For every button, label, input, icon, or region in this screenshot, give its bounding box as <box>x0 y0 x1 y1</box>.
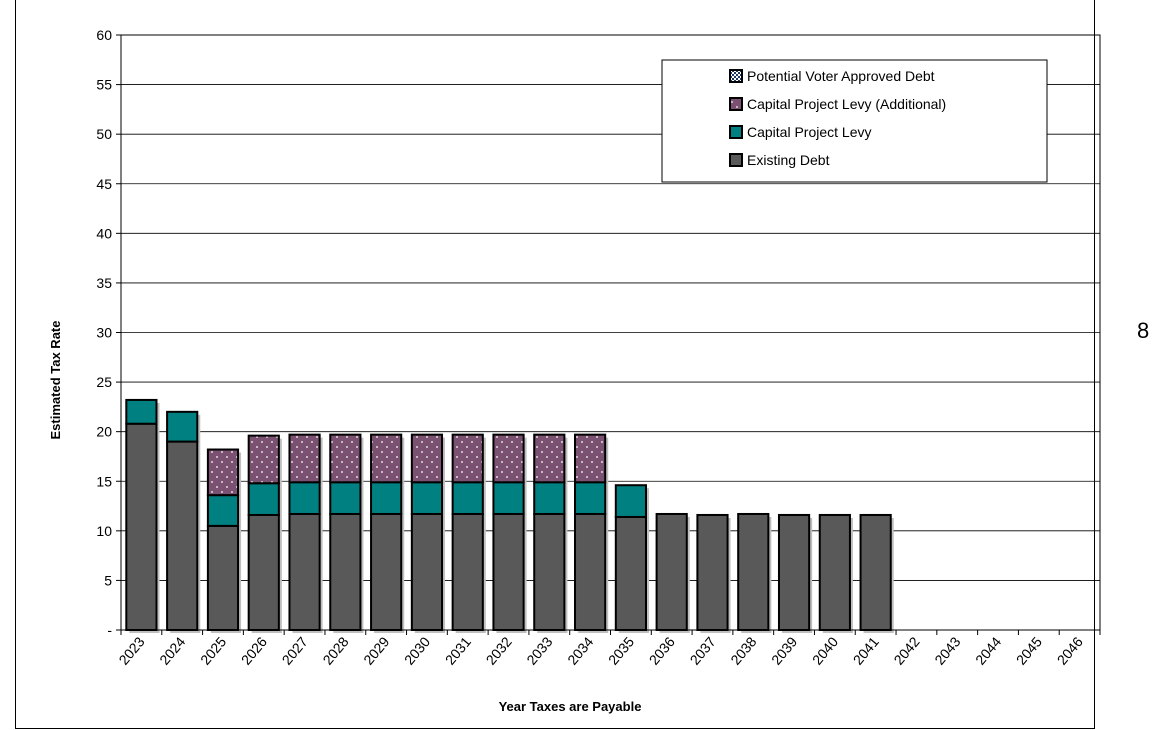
legend-box <box>661 59 1048 183</box>
bar-2039-series-0 <box>777 513 811 632</box>
bar-2029-series-2 <box>370 433 403 484</box>
legend-swatch-1 <box>729 97 743 111</box>
x-tick-label: 2024 <box>156 633 188 667</box>
bar-2025-series-0 <box>206 524 240 631</box>
x-tick-label: 2041 <box>850 633 882 667</box>
bar-2030-series-0 <box>410 512 444 631</box>
bar-2026-series-0 <box>247 513 280 632</box>
y-tick-label: 40 <box>96 225 112 241</box>
y-tick-label: - <box>107 622 112 638</box>
bar-2034-series-1 <box>574 481 607 515</box>
x-tick-label: 2027 <box>279 633 311 667</box>
x-tick-label: 2034 <box>564 633 596 667</box>
bar-2035-series-1 <box>614 484 647 518</box>
x-tick-label: 2035 <box>605 633 637 667</box>
bar-2029-series-0 <box>370 512 403 631</box>
bar-2024-series-0 <box>166 440 199 632</box>
bar-2026-series-1 <box>247 482 280 516</box>
y-axis-label: Estimated Tax Rate <box>48 321 63 440</box>
bar-2041-series-0 <box>859 513 892 632</box>
x-tick-label: 2045 <box>1013 633 1045 667</box>
x-tick-label: 2032 <box>483 633 515 667</box>
x-tick-label: 2039 <box>768 633 800 667</box>
y-tick-label: 15 <box>96 473 112 489</box>
x-tick-label: 2031 <box>442 633 474 667</box>
x-tick-label: 2030 <box>401 633 433 667</box>
x-tick-label: 2043 <box>931 633 963 667</box>
bar-2040-series-0 <box>818 513 851 632</box>
y-tick-label: 60 <box>96 27 112 43</box>
legend-label-2: Capital Project Levy <box>747 124 872 140</box>
bar-2027-series-0 <box>288 512 321 631</box>
x-tick-label: 2042 <box>890 633 922 667</box>
x-tick-label: 2038 <box>727 633 759 667</box>
bar-2026-series-2 <box>247 434 280 485</box>
bar-2030-series-2 <box>410 433 444 484</box>
bar-2030-series-1 <box>410 481 444 515</box>
bar-2028-series-1 <box>329 481 362 515</box>
x-tick-label: 2046 <box>1054 633 1086 667</box>
bar-2033-series-2 <box>533 433 566 484</box>
bar-2028-series-2 <box>329 433 362 484</box>
y-tick-label: 25 <box>96 374 112 390</box>
x-tick-label: 2044 <box>972 633 1004 667</box>
x-tick-label: 2040 <box>809 633 841 667</box>
bar-2034-series-2 <box>574 433 607 484</box>
y-tick-label: 5 <box>104 572 112 588</box>
bar-2031-series-1 <box>451 481 484 515</box>
x-axis-label: Year Taxes are Payable <box>499 699 642 714</box>
bar-2031-series-2 <box>451 433 484 484</box>
bar-2023-series-1 <box>125 398 158 425</box>
bar-2032-series-0 <box>492 512 525 631</box>
bar-2037-series-0 <box>696 513 729 632</box>
bar-2038-series-0 <box>737 512 770 631</box>
bar-2032-series-1 <box>492 481 525 515</box>
bar-2033-series-0 <box>533 512 566 631</box>
bar-2033-series-1 <box>533 481 566 515</box>
axes-layer <box>120 34 1101 635</box>
legend-swatch-0 <box>729 69 743 83</box>
bar-2036-series-0 <box>655 512 688 631</box>
bar-2029-series-1 <box>370 481 403 515</box>
x-tick-label: 2036 <box>646 633 678 667</box>
x-tick-label: 2026 <box>238 633 270 667</box>
legend-label-1: Capital Project Levy (Additional) <box>747 96 946 112</box>
bar-2027-series-1 <box>288 481 321 515</box>
y-tick-label: 35 <box>96 275 112 291</box>
bar-2032-series-2 <box>492 433 525 484</box>
y-tick-label: 45 <box>96 176 112 192</box>
y-tick-label: 10 <box>96 523 112 539</box>
bar-2027-series-2 <box>288 433 321 484</box>
x-tick-label: 2025 <box>197 633 229 667</box>
chart-frame <box>15 0 1095 729</box>
legend-swatch-3 <box>729 153 743 167</box>
y-tick-label: 55 <box>96 77 112 93</box>
x-tick-label: 2037 <box>686 633 718 667</box>
bar-2025-series-2 <box>206 448 240 497</box>
x-tick-label: 2033 <box>523 633 555 667</box>
bar-2025-series-1 <box>206 494 240 527</box>
legend: Potential Voter Approved Debt Capital Pro… <box>661 59 1048 183</box>
y-tick-label: 20 <box>96 424 112 440</box>
bar-2031-series-0 <box>451 512 484 631</box>
x-tick-labels: 2023 2024 2025 2026 2027 2028 2029 2030 2031 2032… <box>115 633 1086 667</box>
x-tick-label: 2028 <box>319 633 351 667</box>
x-tick-label: 2029 <box>360 633 392 667</box>
bar-2023-series-0 <box>125 422 158 631</box>
legend-label-3: Existing Debt <box>747 152 830 168</box>
legend-swatch-2 <box>729 125 743 139</box>
side-page-number: 8 <box>1137 318 1150 343</box>
y-tick-label: 30 <box>96 325 112 341</box>
x-tick-label: 2023 <box>115 633 147 667</box>
bar-2035-series-0 <box>614 515 647 632</box>
legend-label-0: Potential Voter Approved Debt <box>747 68 935 84</box>
bar-2028-series-0 <box>329 512 362 631</box>
bar-2024-series-1 <box>166 410 199 443</box>
bars-layer <box>125 398 894 633</box>
bar-2034-series-0 <box>574 512 607 631</box>
y-tick-labels: - 5 10 15 20 25 30 35 40 45 50 55 60 <box>96 27 112 638</box>
y-tick-label: 50 <box>96 126 112 142</box>
